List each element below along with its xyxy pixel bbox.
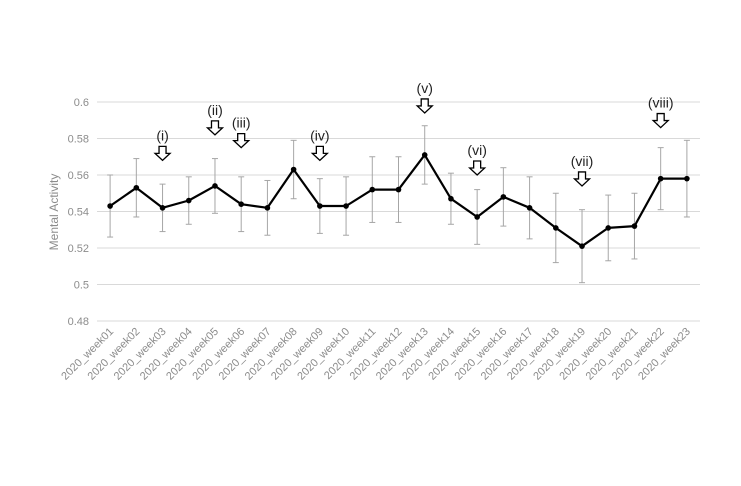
annotation-label: (iv) [310,127,329,143]
data-point [448,195,454,202]
down-arrow-icon [468,160,487,176]
y-tick-labels: 0.48 0.5 0.52 0.54 0.56 0.58 0.6 [68,97,89,328]
data-point [631,223,638,229]
down-arrow-icon [415,98,434,114]
data-point [133,184,140,191]
annotation-label: (i) [156,127,168,143]
y-tick-label: 0.58 [68,134,89,146]
annotation: (vii) [571,153,594,187]
annotation: (v) [415,80,434,114]
data-point [185,197,192,204]
data-point [579,243,585,249]
data-point [369,186,376,193]
y-tick-label: 0.52 [68,243,89,255]
data-point [107,203,113,209]
annotation: (ii) [205,102,225,136]
data-point [317,203,323,209]
annotation: (iv) [310,127,330,162]
data-point [238,201,244,207]
data-point [526,205,533,211]
error-bars [107,125,690,284]
data-point [684,175,690,182]
annotation-label: (ii) [207,102,223,118]
y-tick-label: 0.6 [74,97,89,109]
annotation: (vi) [467,142,487,176]
down-arrow-icon [310,145,329,162]
data-point [605,225,612,231]
annotation: (iii) [232,115,251,149]
data-point [343,203,349,209]
annotations: (i) (ii) (iii) (iv) (v) (vi) (vii) (viii) [153,80,674,187]
y-axis-label: Mental Activity [47,174,61,251]
data-point [212,183,218,189]
y-tick-label: 0.54 [68,207,89,219]
data-point [159,205,166,211]
y-tick-label: 0.48 [68,316,89,328]
data-point [553,225,559,231]
down-arrow-icon [153,145,172,162]
annotation-label: (viii) [648,95,674,111]
y-tick-label: 0.5 [74,280,89,292]
down-arrow-icon [572,171,592,187]
data-point [657,175,664,182]
data-point [474,214,480,220]
down-arrow-icon [651,112,670,129]
annotation-label: (vi) [467,142,486,158]
down-arrow-icon [232,132,251,149]
data-point [290,166,297,173]
annotation-label: (v) [417,80,433,96]
data-point [395,186,402,193]
x-tick-labels: 2020_week012020_week022020_week032020_we… [59,326,693,383]
data-point [500,194,507,200]
annotation-label: (iii) [232,115,251,131]
annotation-label: (vii) [571,153,594,169]
data-point [264,205,271,211]
down-arrow-icon [205,120,225,136]
annotation: (i) [153,127,172,162]
y-tick-label: 0.56 [68,170,89,182]
annotation: (viii) [648,95,674,129]
data-point [421,152,428,158]
data-points [107,152,690,249]
